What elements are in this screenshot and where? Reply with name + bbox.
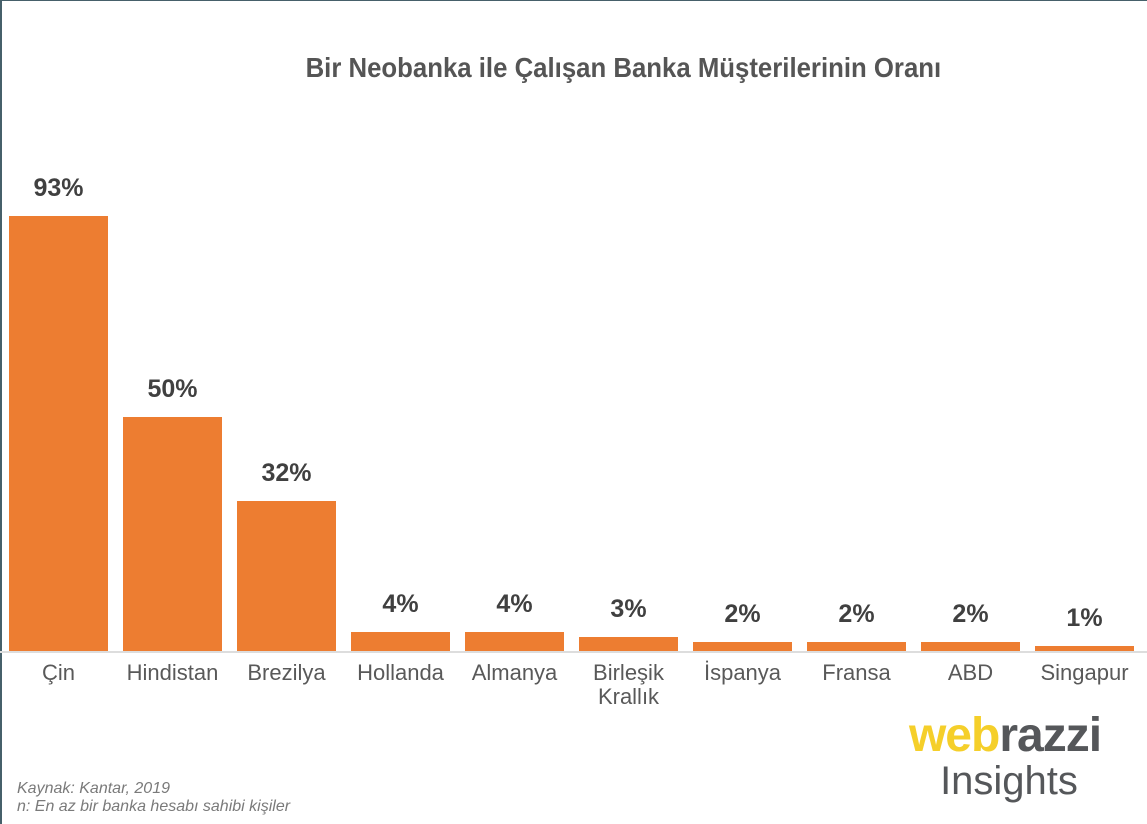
category-label: Hollanda xyxy=(344,661,458,685)
sample-note: n: En az bir banka hesabı sahibi kişiler xyxy=(17,798,291,815)
chart-title: Bir Neobanka ile Çalışan Banka Müşterile… xyxy=(305,52,942,83)
bar xyxy=(351,632,450,651)
bar-value-label: 2% xyxy=(838,600,875,628)
frame-left-border xyxy=(0,0,2,824)
bar xyxy=(9,216,108,651)
category-label: İspanya xyxy=(686,661,800,685)
bar xyxy=(807,642,906,651)
webrazzi-insights-logo: webrazzi Insights xyxy=(870,712,1140,803)
logo-razzi-text: razzi xyxy=(999,709,1102,762)
category-label-line: Çin xyxy=(41,660,75,685)
logo-wordmark: webrazzi xyxy=(870,712,1140,760)
category-label-line: Brezilya xyxy=(247,660,326,685)
category-label: Çin xyxy=(2,661,116,685)
category-label: Hindistan xyxy=(116,661,230,685)
bar xyxy=(1035,646,1134,651)
bar-value-label: 1% xyxy=(1066,604,1103,632)
bar xyxy=(921,642,1020,651)
category-label: Singapur xyxy=(1028,661,1142,685)
bar-value-label: 93% xyxy=(33,174,84,202)
category-label-line: ABD xyxy=(947,660,994,685)
category-label-line: Krallık xyxy=(597,684,660,709)
logo-web-text: web xyxy=(908,709,1000,762)
category-label-line: Fransa xyxy=(822,660,891,685)
bar xyxy=(693,642,792,651)
bar-value-label: 32% xyxy=(261,459,312,487)
bar xyxy=(237,501,336,651)
bar-value-label: 3% xyxy=(610,595,647,623)
category-label-line: Hollanda xyxy=(357,660,444,685)
bar xyxy=(579,637,678,651)
frame-top-border xyxy=(0,0,1147,1)
category-label: Almanya xyxy=(458,661,572,685)
category-label: ABD xyxy=(914,661,1028,685)
category-label-line: Hindistan xyxy=(126,660,219,685)
category-label: Fransa xyxy=(800,661,914,685)
category-label-line: Almanya xyxy=(471,660,558,685)
bar-value-label: 2% xyxy=(724,600,761,628)
x-axis-baseline xyxy=(0,651,1147,653)
bar xyxy=(123,417,222,651)
category-label-line: Singapur xyxy=(1040,660,1129,685)
category-label-line: Birleşik xyxy=(593,660,664,685)
category-label: Brezilya xyxy=(230,661,344,685)
category-label-line: İspanya xyxy=(703,660,782,685)
category-label: Birleşik Krallık xyxy=(572,661,686,709)
bar-value-label: 50% xyxy=(147,375,198,403)
source-note: Kaynak: Kantar, 2019 xyxy=(17,780,170,797)
bar-value-label: 4% xyxy=(496,590,533,618)
logo-insights-text: Insights xyxy=(940,759,1078,803)
bar xyxy=(465,632,564,651)
bar-value-label: 4% xyxy=(382,590,419,618)
bar-value-label: 2% xyxy=(952,600,989,628)
